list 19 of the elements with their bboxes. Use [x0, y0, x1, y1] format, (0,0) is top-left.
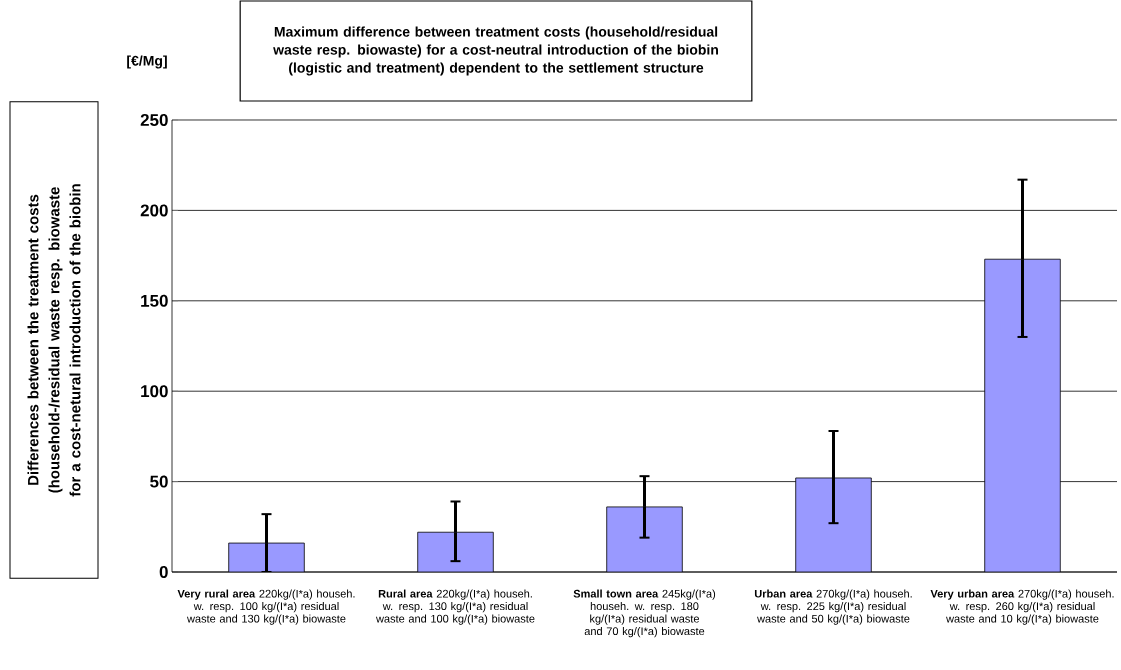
- y-tick-label: 50: [150, 475, 168, 488]
- x-tick-label: Very rural area 220kg/(I*a) househ. w. resp. 100 kg/(I*a) residual waste and 130 kg/(I*a) biowaste: [177, 589, 355, 625]
- y-tick-label: 150: [141, 294, 168, 307]
- bar: [795, 477, 872, 572]
- bar: [417, 531, 494, 572]
- bar: [228, 542, 305, 572]
- x-tick-label: Urban area 270kg/(I*a) househ. w. resp. 225 kg/(I*a) residual waste and 50 kg/(I*a) biowaste: [754, 589, 912, 625]
- y-axis-title: Differences between the treatment costs (household-/residual waste resp. biowaste for a cost-netural introduction of the biobin: [27, 184, 81, 497]
- y-tick-label: 100: [141, 385, 168, 398]
- bar: [984, 258, 1061, 572]
- x-tick-label: Rural area 220kg/(I*a) househ. w. resp. 130 kg/(I*a) residual waste and 100 kg/(I*a) biowaste: [376, 589, 535, 625]
- x-tick-label: Small town area 245kg/(I*a) househ. w. resp. 180 kg/(I*a) residual waste and 70 kg/(I*a) biowaste: [573, 589, 716, 638]
- text: [€/Mg]: [127, 55, 167, 69]
- bar: [606, 506, 683, 572]
- y-tick-label: 0: [159, 565, 168, 579]
- y-tick-label: 200: [140, 204, 168, 217]
- x-tick-label: Very urban area 270kg/(I*a) househ. w. resp. 260 kg/(I*a) residual waste and 10 kg/(I*a) biowaste: [930, 589, 1114, 625]
- chart-title: Maximum difference between treatment costs (household/residual waste resp. biowaste) for a cost-neutral introduction of the biobin (logistic and treatment) dependent to the settlement structure: [273, 26, 718, 76]
- y-tick-label: 250: [140, 113, 168, 127]
